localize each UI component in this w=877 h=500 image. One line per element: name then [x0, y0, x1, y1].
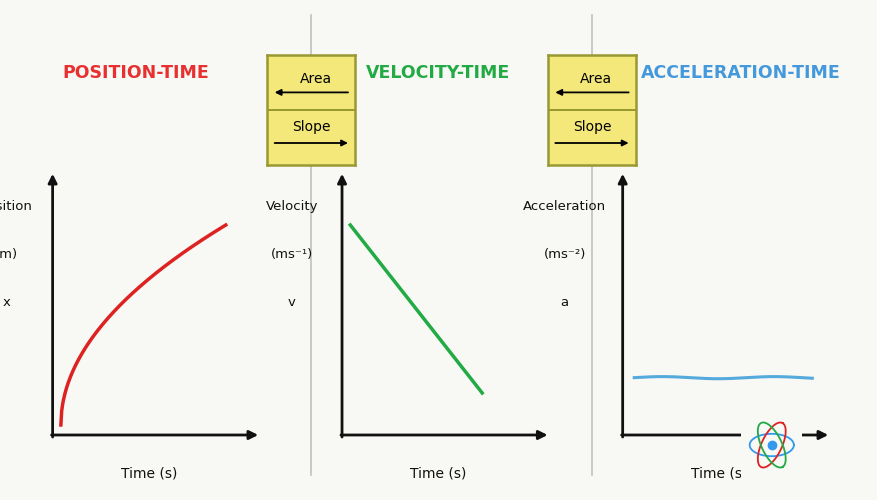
Text: Area: Area — [300, 72, 332, 86]
Text: Area: Area — [581, 72, 612, 86]
Text: (ms⁻¹): (ms⁻¹) — [271, 248, 313, 261]
Text: Position: Position — [0, 200, 32, 213]
Text: Slope: Slope — [292, 120, 331, 134]
Text: (ms⁻²): (ms⁻²) — [544, 248, 586, 261]
Text: Slope: Slope — [573, 120, 611, 134]
Text: ACCELERATION-TIME: ACCELERATION-TIME — [641, 64, 841, 82]
Text: a: a — [560, 296, 569, 309]
Text: x: x — [3, 296, 11, 309]
Text: Time (s): Time (s) — [121, 466, 177, 480]
Text: Velocity: Velocity — [266, 200, 318, 213]
Text: Time (s): Time (s) — [691, 466, 747, 480]
Text: POSITION-TIME: POSITION-TIME — [62, 64, 210, 82]
Text: Time (s): Time (s) — [410, 466, 467, 480]
Text: VELOCITY-TIME: VELOCITY-TIME — [367, 64, 510, 82]
Text: Acceleration: Acceleration — [524, 200, 606, 213]
Text: (m): (m) — [0, 248, 18, 261]
Text: v: v — [288, 296, 296, 309]
